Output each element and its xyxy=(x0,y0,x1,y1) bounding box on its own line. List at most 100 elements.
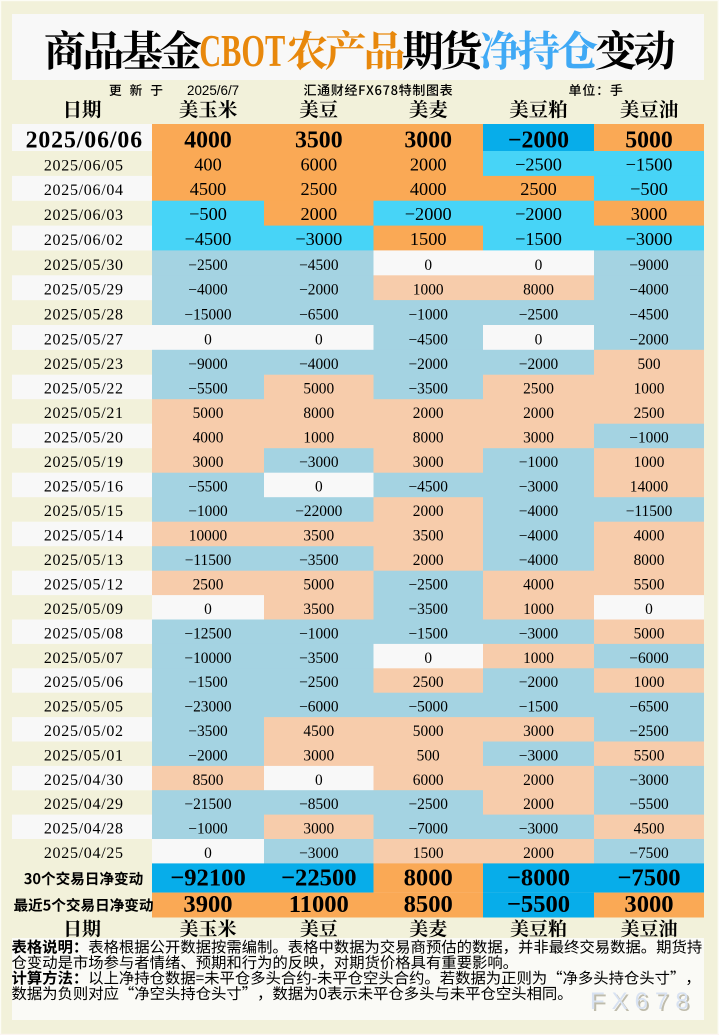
svg-text:−6500: −6500 xyxy=(299,307,339,324)
svg-text:3000: 3000 xyxy=(624,891,673,918)
svg-text:−4000: −4000 xyxy=(519,552,559,569)
svg-text:1500: 1500 xyxy=(413,845,444,862)
svg-text:CBOT: CBOT xyxy=(199,25,285,76)
svg-text:500: 500 xyxy=(637,356,660,373)
svg-text:1000: 1000 xyxy=(303,430,334,447)
svg-text:2025/04/30: 2025/04/30 xyxy=(44,772,124,789)
svg-text:−500: −500 xyxy=(630,179,668,199)
svg-text:−1500: −1500 xyxy=(515,229,562,249)
svg-text:−5000: −5000 xyxy=(408,699,448,716)
svg-text:−1000: −1000 xyxy=(519,454,559,471)
svg-text:2025/05/30: 2025/05/30 xyxy=(44,257,124,274)
svg-text:2000: 2000 xyxy=(523,405,554,422)
svg-text:5000: 5000 xyxy=(634,625,665,642)
svg-text:−3000: −3000 xyxy=(629,772,669,789)
svg-text:−3000: −3000 xyxy=(295,229,342,249)
svg-text:3000: 3000 xyxy=(523,430,554,447)
svg-text:−23000: −23000 xyxy=(184,699,231,716)
svg-text:2025/05/09: 2025/05/09 xyxy=(44,601,124,618)
svg-text:3000: 3000 xyxy=(413,454,444,471)
svg-text:5000: 5000 xyxy=(625,128,673,154)
svg-text:2025/05/27: 2025/05/27 xyxy=(44,331,124,348)
svg-text:−1500: −1500 xyxy=(188,674,228,691)
svg-text:2000: 2000 xyxy=(523,772,554,789)
svg-text:−4500: −4500 xyxy=(299,257,339,274)
svg-text:−3000: −3000 xyxy=(299,845,339,862)
svg-text:−5500: −5500 xyxy=(188,381,228,398)
svg-text:0: 0 xyxy=(535,257,543,274)
svg-text:0: 0 xyxy=(315,331,323,348)
svg-text:−4000: −4000 xyxy=(629,282,669,299)
svg-text:2025/05/13: 2025/05/13 xyxy=(44,552,124,569)
svg-text:−21500: −21500 xyxy=(184,796,231,813)
svg-text:10000: 10000 xyxy=(189,528,228,545)
svg-text:−1000: −1000 xyxy=(299,625,339,642)
svg-text:−6000: −6000 xyxy=(629,650,669,667)
svg-text:−1500: −1500 xyxy=(519,699,559,716)
svg-text:−12500: −12500 xyxy=(184,625,231,642)
svg-text:−22500: −22500 xyxy=(281,865,357,892)
svg-text:2025/05/19: 2025/05/19 xyxy=(44,454,124,471)
svg-text:3500: 3500 xyxy=(303,528,334,545)
svg-text:−2000: −2000 xyxy=(508,128,569,154)
svg-text:−5500: −5500 xyxy=(629,796,669,813)
svg-text:2000: 2000 xyxy=(413,405,444,422)
svg-text:−1000: −1000 xyxy=(188,821,228,838)
svg-text:−2000: −2000 xyxy=(519,356,559,373)
svg-text:2025/05/12: 2025/05/12 xyxy=(44,577,124,594)
svg-text:2000: 2000 xyxy=(413,552,444,569)
svg-text:−2500: −2500 xyxy=(188,257,228,274)
svg-text:2500: 2500 xyxy=(520,179,557,199)
svg-text:−7000: −7000 xyxy=(408,821,448,838)
svg-text:2000: 2000 xyxy=(413,503,444,520)
svg-text:2025/06/03: 2025/06/03 xyxy=(44,207,124,224)
svg-text:−15000: −15000 xyxy=(184,307,231,324)
svg-text:2025/05/02: 2025/05/02 xyxy=(44,723,124,740)
svg-text:2025/06/05: 2025/06/05 xyxy=(44,157,124,174)
svg-text:2000: 2000 xyxy=(301,204,338,224)
svg-text:2000: 2000 xyxy=(523,796,554,813)
svg-text:−5500: −5500 xyxy=(507,891,570,918)
svg-text:2025/05/14: 2025/05/14 xyxy=(44,528,124,545)
svg-text:−3500: −3500 xyxy=(188,723,228,740)
svg-text:−6500: −6500 xyxy=(629,699,669,716)
svg-text:4000: 4000 xyxy=(634,528,665,545)
svg-text:14000: 14000 xyxy=(630,479,669,496)
svg-text:−2500: −2500 xyxy=(408,577,448,594)
svg-text:3000: 3000 xyxy=(404,128,452,154)
svg-text:2500: 2500 xyxy=(523,381,554,398)
svg-text:2025/04/29: 2025/04/29 xyxy=(44,796,124,813)
svg-text:−3500: −3500 xyxy=(408,381,448,398)
svg-text:6000: 6000 xyxy=(413,772,444,789)
svg-text:−3000: −3000 xyxy=(519,479,559,496)
svg-text:2025/05/22: 2025/05/22 xyxy=(44,381,124,398)
svg-text:−92100: −92100 xyxy=(170,865,246,892)
svg-text:2025/05/07: 2025/05/07 xyxy=(44,650,124,667)
svg-text:−4500: −4500 xyxy=(185,229,232,249)
svg-text:1000: 1000 xyxy=(523,650,554,667)
svg-text:1500: 1500 xyxy=(410,229,447,249)
svg-text:5500: 5500 xyxy=(634,747,665,764)
svg-text:4000: 4000 xyxy=(410,179,447,199)
svg-text:2025/06/06: 2025/06/06 xyxy=(26,128,143,154)
svg-text:−10000: −10000 xyxy=(184,650,231,667)
svg-text:3900: 3900 xyxy=(183,891,232,918)
svg-text:3000: 3000 xyxy=(631,204,668,224)
svg-text:1000: 1000 xyxy=(634,674,665,691)
svg-text:−8000: −8000 xyxy=(507,865,570,892)
svg-text:2025/05/06: 2025/05/06 xyxy=(44,674,124,691)
svg-text:2500: 2500 xyxy=(301,179,338,199)
svg-text:−9000: −9000 xyxy=(188,356,228,373)
svg-text:−3000: −3000 xyxy=(519,625,559,642)
svg-text:2500: 2500 xyxy=(413,674,444,691)
svg-text:0: 0 xyxy=(424,257,432,274)
svg-text:0: 0 xyxy=(204,331,212,348)
svg-text:1000: 1000 xyxy=(634,454,665,471)
svg-text:8500: 8500 xyxy=(193,772,224,789)
svg-text:−4500: −4500 xyxy=(408,331,448,348)
svg-text:3500: 3500 xyxy=(303,601,334,618)
svg-text:2025/05/29: 2025/05/29 xyxy=(44,282,124,299)
svg-text:FX678: FX678 xyxy=(590,988,696,1015)
svg-text:5000: 5000 xyxy=(303,577,334,594)
svg-text:500: 500 xyxy=(417,747,440,764)
